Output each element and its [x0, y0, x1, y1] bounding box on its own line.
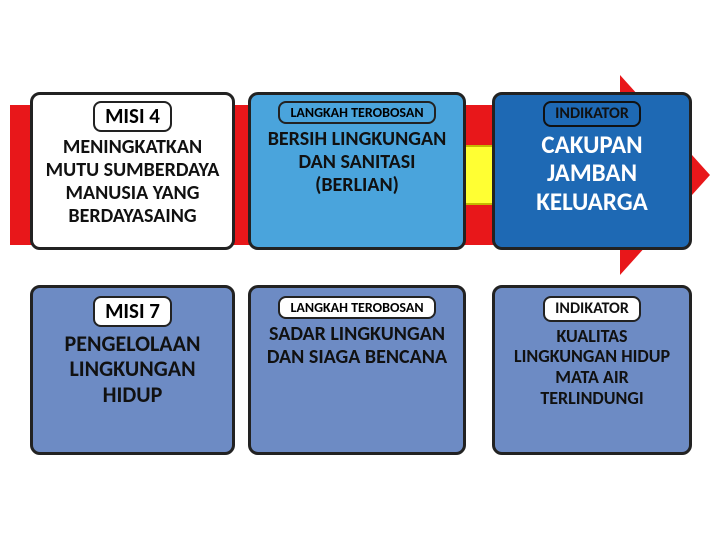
pill-langkah-1: LANGKAH TEROBOSAN: [278, 101, 435, 124]
box-indikator-2: INDIKATOR KUALITAS LINGKUNGAN HIDUP MATA…: [492, 285, 692, 455]
pill-langkah-2: LANGKAH TEROBOSAN: [278, 296, 435, 319]
box-indikator-1: INDIKATOR CAKUPAN JAMBAN KELUARGA: [492, 92, 692, 250]
pill-indikator-1: INDIKATOR: [543, 101, 641, 127]
slide-canvas: MISI 4 MENINGKATKAN MUTU SUMBERDAYA MANU…: [0, 0, 720, 540]
body-indikator-2: KUALITAS LINGKUNGAN HIDUP MATA AIR TERLI…: [495, 322, 689, 417]
pill-misi4: MISI 4: [93, 101, 172, 132]
box-misi4: MISI 4 MENINGKATKAN MUTU SUMBERDAYA MANU…: [30, 92, 235, 250]
body-langkah-2: SADAR LINGKUNGAN DAN SIAGA BENCANA: [251, 319, 463, 377]
body-indikator-1: CAKUPAN JAMBAN KELUARGA: [495, 127, 689, 225]
box-langkah-2: LANGKAH TEROBOSAN SADAR LINGKUNGAN DAN S…: [248, 285, 466, 455]
box-langkah-1: LANGKAH TEROBOSAN BERSIH LINGKUNGAN DAN …: [248, 92, 466, 250]
body-misi4: MENINGKATKAN MUTU SUMBERDAYA MANUSIA YAN…: [33, 132, 232, 236]
body-langkah-1: BERSIH LINGKUNGAN DAN SANITASI (BERLIAN): [251, 124, 463, 205]
box-misi7: MISI 7 PENGELOLAAN LINGKUNGAN HIDUP: [30, 285, 235, 455]
pill-indikator-2: INDIKATOR: [543, 296, 641, 322]
body-misi7: PENGELOLAAN LINGKUNGAN HIDUP: [33, 327, 232, 415]
pill-misi7: MISI 7: [93, 296, 172, 327]
